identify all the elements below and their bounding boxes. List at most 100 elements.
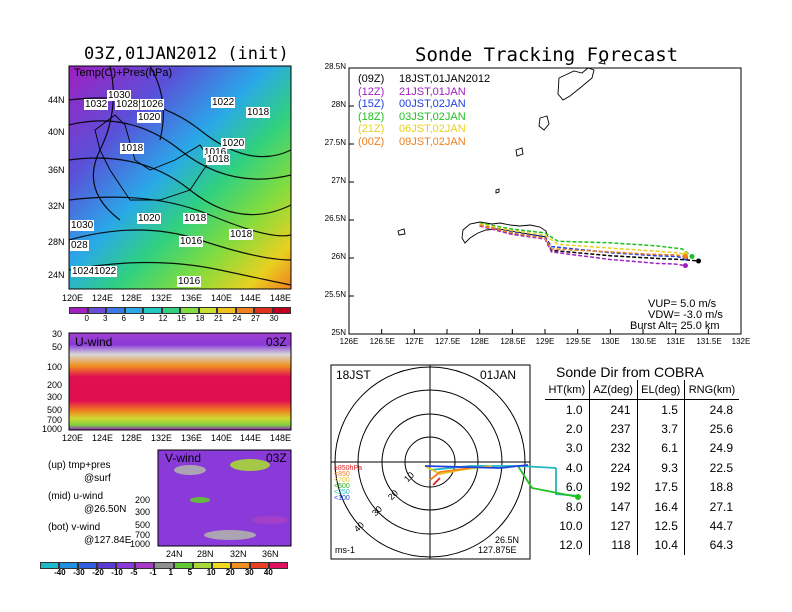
rng-cell: 64.3	[709, 538, 733, 553]
rng-cell: 25.6	[709, 422, 733, 437]
landing-point	[682, 253, 688, 259]
v-wind-label: V-wind	[165, 451, 202, 465]
forecast-lat-label: 27N	[331, 176, 346, 185]
wind-colorbar-swatch	[40, 562, 60, 569]
sonde-table-title: Sonde Dir from COBRA	[556, 364, 704, 380]
isobar-label: 1026	[140, 99, 165, 110]
legend-time: 21JST,01JAN	[399, 85, 466, 98]
note-up: (up) tmp+pres	[48, 460, 111, 471]
map-lon-label: 148E	[270, 293, 292, 303]
ht-cell: 4.0	[545, 458, 590, 478]
ht-cell: 3.0	[545, 438, 590, 459]
wind-colorbar-swatch	[230, 562, 250, 569]
u-wind-x-tick: 136E	[181, 433, 203, 443]
ht-cell: 12.0	[545, 535, 590, 556]
u-wind-y-tick: 200	[47, 380, 63, 390]
forecast-lon-label: 127E	[404, 337, 424, 346]
trajectory-line	[479, 225, 686, 267]
el-cell: 6.1	[637, 438, 685, 459]
u-wind-x-tick: 128E	[121, 433, 143, 443]
radar-level-label: <250	[334, 489, 350, 496]
table-row: 10.0 127 12.5 44.7	[545, 516, 739, 536]
colorbar-tick: 12	[158, 314, 168, 323]
u-wind-y-tick: 100	[47, 362, 63, 372]
map-lat-label: 32N	[48, 201, 65, 211]
trajectory-line	[479, 224, 686, 258]
u-wind-time: 03Z	[266, 335, 287, 349]
forecast-lon-label: 126.5E	[369, 337, 396, 346]
wind-colorbar-swatch	[268, 562, 288, 569]
wind-colorbar-tick: 40	[263, 568, 273, 577]
vup-param: VUP= 5.0 m/s	[648, 298, 717, 310]
table-row: 3.0 232 6.1 24.9	[545, 438, 739, 459]
u-wind-y-tick: 500	[47, 405, 63, 415]
sonde-direction-polar	[330, 364, 581, 560]
legend-time: 18JST,01JAN2012	[399, 73, 491, 85]
colorbar-tick: 6	[121, 314, 126, 323]
map-lon-label: 132E	[151, 293, 173, 303]
legend-time: 09JST,02JAN	[399, 135, 466, 148]
u-wind-x-tick: 144E	[240, 433, 262, 443]
colorbar-swatch	[124, 307, 143, 314]
rng-cell: 18.8	[709, 480, 733, 495]
header-el: EL(deg)	[637, 380, 685, 400]
forecast-title: Sonde Tracking Forecast	[415, 44, 679, 66]
isobar-label: 1028	[115, 99, 140, 110]
rng-cell: 27.1	[709, 499, 733, 514]
v-wind-y-tick: 700	[135, 530, 151, 540]
forecast-lon-label: 128E	[470, 337, 489, 346]
forecast-plot	[348, 59, 742, 335]
radar-coord-lon: 127.875E	[478, 545, 517, 555]
forecast-lon-label: 132E	[731, 337, 751, 346]
colorbar-tick: 18	[195, 314, 205, 323]
table-row: 4.0 224 9.3 22.5	[545, 458, 739, 478]
wind-colorbar-swatch	[211, 562, 231, 569]
colorbar-tick: 21	[214, 314, 223, 323]
landing-point	[682, 263, 688, 269]
legend-code: (00Z)	[358, 135, 385, 148]
tokara-island	[597, 59, 606, 65]
wind-colorbar-swatch	[154, 562, 174, 569]
u-wind-x-tick: 132E	[151, 433, 173, 443]
v-wind-y-tick: 500	[135, 520, 151, 530]
burst-alt-param: Burst Alt= 25.0 km	[630, 320, 720, 332]
forecast-lat-label: 28N	[331, 100, 346, 109]
tokunoshima-island	[538, 115, 550, 131]
isobar-label: 1016	[179, 236, 204, 247]
note-up-sub: @surf	[84, 473, 111, 484]
az-cell: 118	[589, 535, 638, 556]
wind-colorbar-tick: -30	[73, 568, 85, 577]
az-cell: 147	[589, 496, 638, 517]
map-lon-label: 120E	[62, 293, 84, 303]
colorbar-tick: 0	[84, 314, 89, 323]
forecast-lon-label: 131E	[666, 337, 685, 346]
radar-level-label: <500	[334, 483, 350, 490]
ht-cell: 1.0	[545, 399, 590, 420]
colorbar-swatch	[198, 307, 217, 314]
map-lat-label: 28N	[48, 237, 65, 247]
u-wind-y-tick: 50	[52, 342, 63, 352]
isobar-label: 1020	[137, 213, 162, 224]
el-cell: 10.4	[637, 535, 685, 556]
az-cell: 224	[589, 458, 638, 478]
forecast-lon-label: 129.5E	[565, 337, 592, 346]
forecast-lon-label: 129E	[535, 337, 555, 346]
legend-time: 03JST,02JAN	[399, 110, 466, 123]
wind-colorbar-tick: 1	[168, 568, 173, 577]
forecast-lon-label: 128.5E	[500, 337, 526, 346]
map-lon-label: 128E	[121, 293, 143, 303]
radar-level-label: <100	[334, 495, 350, 502]
wind-colorbar-tick: -40	[54, 568, 66, 577]
az-cell: 237	[589, 419, 638, 439]
landing-point	[696, 258, 702, 264]
isobar-label: 1018	[229, 229, 254, 240]
isobar-label: 1022	[93, 266, 118, 277]
legend-code: (15Z)	[358, 98, 385, 110]
el-cell: 3.7	[637, 419, 685, 439]
isobar-label: 1032	[84, 99, 109, 110]
map-lat-label: 40N	[48, 127, 65, 137]
wind-colorbar-swatch	[249, 562, 269, 569]
legend-time: 00JST,02JAN	[399, 98, 466, 110]
colorbar-swatch	[217, 307, 236, 314]
v-wind-x-tick: 24N	[166, 549, 183, 559]
